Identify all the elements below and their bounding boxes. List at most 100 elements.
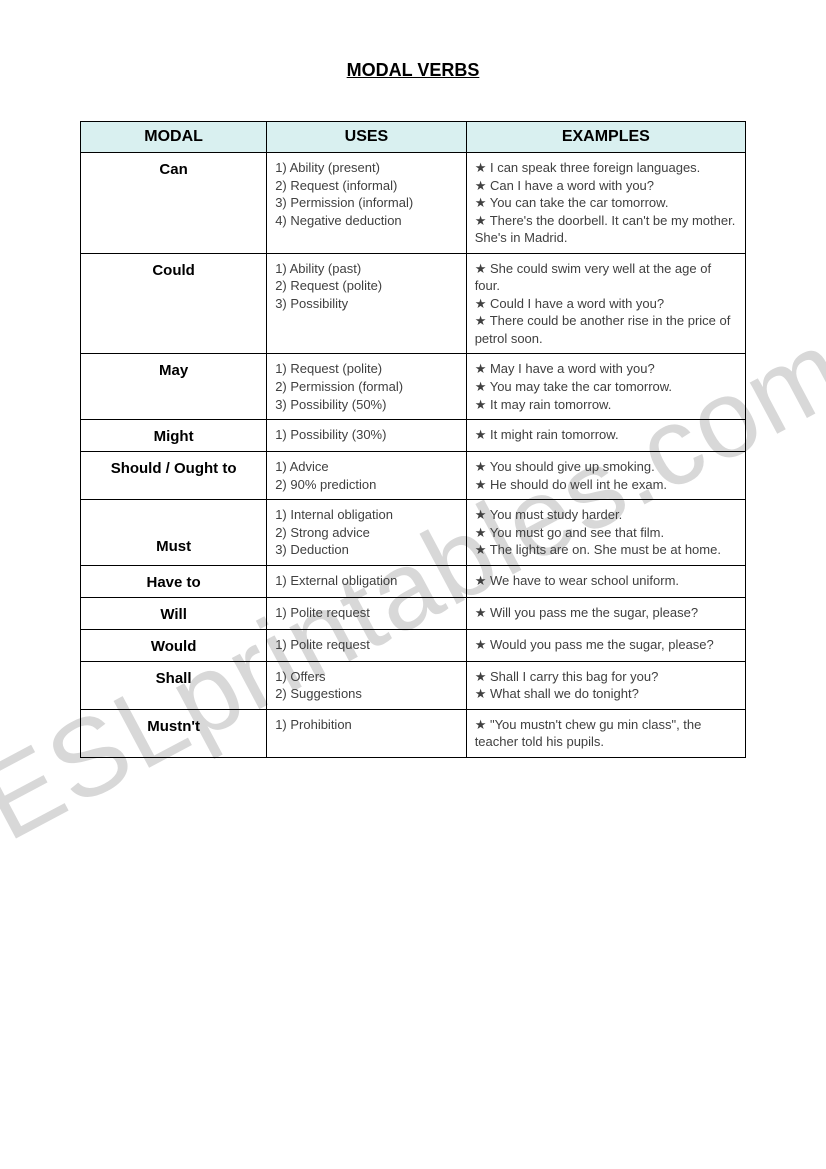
example-line: ★ We have to wear school uniform. <box>475 572 737 590</box>
uses-cell: 1) Internal obligation2) Strong advice3)… <box>267 500 467 566</box>
example-text: There's the doorbell. It can't be my mot… <box>475 213 736 246</box>
use-line: 2) Request (polite) <box>275 277 458 295</box>
uses-cell: 1) Polite request <box>267 597 467 629</box>
use-line: 2) Permission (formal) <box>275 378 458 396</box>
uses-cell: 1) Ability (present)2) Request (informal… <box>267 153 467 254</box>
examples-cell: ★ You must study harder.★ You must go an… <box>466 500 745 566</box>
uses-cell: 1) Request (polite)2) Permission (formal… <box>267 354 467 420</box>
table-row: Must1) Internal obligation2) Strong advi… <box>81 500 746 566</box>
modal-cell: Could <box>81 253 267 354</box>
document-page: MODAL VERBS MODAL USES EXAMPLES Can1) Ab… <box>0 0 826 798</box>
star-icon: ★ <box>475 507 490 522</box>
use-line: 1) Internal obligation <box>275 506 458 524</box>
table-row: Can1) Ability (present)2) Request (infor… <box>81 153 746 254</box>
modal-verbs-table: MODAL USES EXAMPLES Can1) Ability (prese… <box>80 121 746 758</box>
example-line: ★ You should give up smoking. <box>475 458 737 476</box>
example-text: Shall I carry this bag for you? <box>490 669 658 684</box>
star-icon: ★ <box>475 261 490 276</box>
table-row: Would 1) Polite request ★ Would you pass m… <box>81 629 746 661</box>
use-line: 1) Polite request <box>275 636 458 654</box>
table-row: Might 1) Possibility (30%) ★ It might rain… <box>81 420 746 452</box>
star-icon: ★ <box>475 637 490 652</box>
uses-cell: 1) External obligation <box>267 565 467 597</box>
example-line: ★ He should do well int he exam. <box>475 476 737 494</box>
use-line: 3) Permission (informal) <box>275 194 458 212</box>
use-line: 1) Prohibition <box>275 716 458 734</box>
star-icon: ★ <box>475 477 490 492</box>
star-icon: ★ <box>475 379 490 394</box>
modal-cell: Might <box>81 420 267 452</box>
uses-cell: 1) Polite request <box>267 629 467 661</box>
uses-cell: 1) Ability (past)2) Request (polite)3) P… <box>267 253 467 354</box>
example-text: Would you pass me the sugar, please? <box>490 637 714 652</box>
modal-cell: May <box>81 354 267 420</box>
use-line: 2) 90% prediction <box>275 476 458 494</box>
example-line: ★ I can speak three foreign languages. <box>475 159 737 177</box>
example-line: ★ "You mustn't chew gu min class", the t… <box>475 716 737 751</box>
table-row: Could1) Ability (past)2) Request (polite… <box>81 253 746 354</box>
star-icon: ★ <box>475 605 490 620</box>
modal-cell: Shall <box>81 661 267 709</box>
use-line: 1) Possibility (30%) <box>275 426 458 444</box>
use-line: 3) Deduction <box>275 541 458 559</box>
example-text: I can speak three foreign languages. <box>490 160 700 175</box>
modal-cell: Have to <box>81 565 267 597</box>
example-line: ★ Can I have a word with you? <box>475 177 737 195</box>
star-icon: ★ <box>475 361 490 376</box>
modal-cell: Will <box>81 597 267 629</box>
example-text: Can I have a word with you? <box>490 178 654 193</box>
table-row: Mustn't1) Prohibition★ "You mustn't chew… <box>81 709 746 757</box>
example-line: ★ The lights are on. She must be at home… <box>475 541 737 559</box>
examples-cell: ★ I can speak three foreign languages.★ … <box>466 153 745 254</box>
examples-cell: ★ She could swim very well at the age of… <box>466 253 745 354</box>
examples-cell: ★ You should give up smoking.★ He should… <box>466 452 745 500</box>
example-line: ★ You must go and see that film. <box>475 524 737 542</box>
use-line: 1) Advice <box>275 458 458 476</box>
modal-cell: Can <box>81 153 267 254</box>
example-line: ★ Would you pass me the sugar, please? <box>475 636 737 654</box>
example-line: ★ May I have a word with you? <box>475 360 737 378</box>
example-line: ★ There could be another rise in the pri… <box>475 312 737 347</box>
use-line: 1) Polite request <box>275 604 458 622</box>
table-body: Can1) Ability (present)2) Request (infor… <box>81 153 746 758</box>
star-icon: ★ <box>475 213 490 228</box>
example-text: We have to wear school uniform. <box>490 573 679 588</box>
example-line: ★ It might rain tomorrow. <box>475 426 737 444</box>
example-text: "You mustn't chew gu min class", the tea… <box>475 717 702 750</box>
table-header-row: MODAL USES EXAMPLES <box>81 122 746 153</box>
example-line: ★ There's the doorbell. It can't be my m… <box>475 212 737 247</box>
use-line: 2) Suggestions <box>275 685 458 703</box>
example-text: It may rain tomorrow. <box>490 397 611 412</box>
example-line: ★ You can take the car tomorrow. <box>475 194 737 212</box>
modal-cell: Would <box>81 629 267 661</box>
use-line: 4) Negative deduction <box>275 212 458 230</box>
star-icon: ★ <box>475 459 490 474</box>
example-text: The lights are on. She must be at home. <box>490 542 721 557</box>
star-icon: ★ <box>475 397 490 412</box>
star-icon: ★ <box>475 178 490 193</box>
use-line: 2) Request (informal) <box>275 177 458 195</box>
examples-cell: ★ Shall I carry this bag for you?★ What … <box>466 661 745 709</box>
col-header-examples: EXAMPLES <box>466 122 745 153</box>
example-text: He should do well int he exam. <box>490 477 667 492</box>
example-line: ★ You may take the car tomorrow. <box>475 378 737 396</box>
example-text: You can take the car tomorrow. <box>490 195 669 210</box>
star-icon: ★ <box>475 313 490 328</box>
use-line: 3) Possibility <box>275 295 458 313</box>
star-icon: ★ <box>475 717 490 732</box>
example-line: ★ Shall I carry this bag for you? <box>475 668 737 686</box>
example-text: You must study harder. <box>490 507 623 522</box>
example-text: Will you pass me the sugar, please? <box>490 605 698 620</box>
use-line: 1) Offers <box>275 668 458 686</box>
examples-cell: ★ "You mustn't chew gu min class", the t… <box>466 709 745 757</box>
modal-cell: Must <box>81 500 267 566</box>
star-icon: ★ <box>475 427 490 442</box>
star-icon: ★ <box>475 195 490 210</box>
col-header-modal: MODAL <box>81 122 267 153</box>
uses-cell: 1) Advice2) 90% prediction <box>267 452 467 500</box>
example-line: ★ You must study harder. <box>475 506 737 524</box>
table-row: May1) Request (polite)2) Permission (for… <box>81 354 746 420</box>
example-text: You must go and see that film. <box>490 525 664 540</box>
example-line: ★ She could swim very well at the age of… <box>475 260 737 295</box>
table-row: Shall 1) Offers2) Suggestions ★ Shall I ca… <box>81 661 746 709</box>
